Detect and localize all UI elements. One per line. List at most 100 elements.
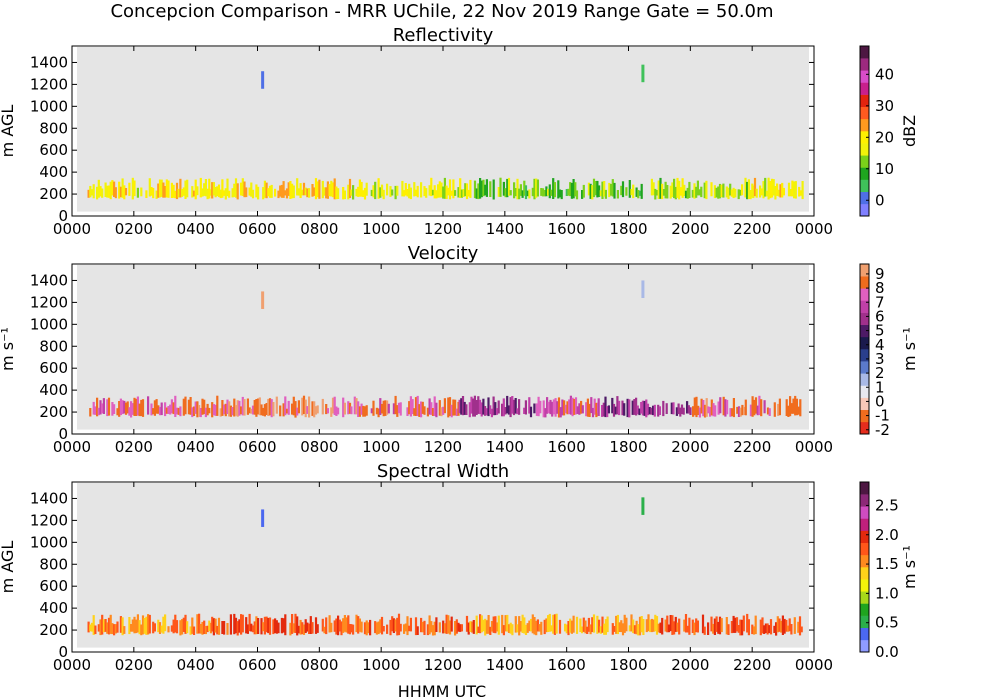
data-cell — [609, 183, 613, 196]
data-cell — [231, 188, 234, 198]
data-cell — [408, 183, 411, 199]
data-cell — [101, 614, 104, 635]
data-cell — [123, 400, 126, 414]
data-cell — [435, 617, 438, 632]
data-cell — [792, 398, 795, 414]
colorbar-tick-label: 0 — [875, 392, 885, 410]
data-cell — [330, 180, 333, 197]
data-cell — [251, 189, 255, 199]
data-cell — [177, 407, 180, 415]
data-cell — [550, 625, 553, 632]
data-cell — [450, 616, 453, 632]
data-cell — [430, 621, 433, 633]
x-tick-label: 0600 — [238, 656, 276, 674]
data-cell — [763, 625, 766, 634]
colorbar-swatch — [860, 203, 869, 217]
data-cell — [604, 396, 607, 418]
data-cell — [392, 403, 395, 415]
data-cell — [552, 178, 555, 199]
data-cell — [421, 401, 424, 414]
data-cell — [720, 184, 723, 198]
data-cell — [567, 621, 570, 636]
data-cell — [654, 188, 657, 200]
data-cell — [352, 624, 355, 635]
data-cell — [260, 618, 263, 635]
data-cell — [97, 624, 100, 632]
data-cell — [365, 405, 368, 416]
data-cell — [783, 618, 786, 634]
data-layer — [87, 497, 803, 636]
data-cell — [426, 624, 429, 636]
data-cell — [631, 400, 634, 415]
data-cell — [362, 190, 365, 197]
data-cell — [445, 614, 448, 634]
x-tick-label: 0000 — [53, 656, 91, 674]
data-cell — [514, 616, 517, 633]
data-cell — [638, 190, 642, 196]
data-cell — [90, 622, 94, 632]
data-cell — [435, 402, 438, 418]
data-cell — [360, 403, 363, 415]
colorbar: 0 10 20 30 40 dBZ — [859, 45, 919, 217]
colorbar-swatch — [860, 131, 869, 144]
data-cell — [652, 182, 655, 196]
data-cell — [786, 625, 790, 632]
data-cell — [790, 624, 793, 635]
data-cell — [257, 398, 260, 415]
x-tick-label: 1400 — [486, 438, 524, 456]
data-cell — [754, 397, 758, 414]
data-cell — [565, 189, 568, 196]
colorbar-swatch — [860, 349, 869, 362]
data-cell — [397, 613, 401, 636]
data-cell — [764, 177, 767, 197]
data-cell — [751, 624, 754, 635]
data-cell — [408, 625, 411, 632]
data-cell — [233, 398, 236, 417]
data-cell — [106, 622, 109, 634]
data-cell — [528, 397, 531, 414]
data-cell — [780, 620, 783, 633]
data-cell — [635, 397, 638, 416]
colorbar-swatch — [860, 191, 869, 205]
data-cell — [773, 402, 776, 417]
data-cell — [778, 398, 781, 416]
data-cell — [628, 180, 631, 198]
data-cell — [226, 399, 229, 414]
data-cell — [338, 619, 341, 632]
data-cell — [170, 182, 173, 198]
data-cell — [531, 187, 534, 197]
data-cell — [454, 399, 457, 416]
x-tick-label: 0200 — [115, 438, 153, 456]
colorbar-swatch — [860, 615, 869, 629]
data-cell — [124, 188, 128, 196]
data-cell — [455, 408, 458, 416]
data-cell — [375, 622, 378, 635]
data-cell — [561, 399, 564, 416]
data-cell — [604, 619, 607, 635]
data-cell — [768, 625, 771, 634]
data-cell — [325, 404, 328, 415]
data-cell — [196, 186, 199, 196]
data-cell — [140, 187, 143, 197]
data-cell — [698, 189, 701, 196]
data-cell — [201, 188, 204, 197]
data-cell — [702, 400, 705, 417]
data-cell — [157, 619, 160, 633]
data-cell — [133, 397, 136, 416]
data-cell — [547, 188, 550, 196]
data-cell — [246, 398, 249, 415]
data-cell — [236, 400, 239, 417]
data-cell — [404, 623, 407, 632]
data-cell — [547, 401, 550, 414]
data-cell — [355, 614, 358, 633]
data-cell — [277, 622, 280, 634]
data-cell — [667, 624, 671, 633]
data-cell — [591, 617, 594, 633]
data-cell — [191, 186, 194, 198]
data-cell — [314, 178, 318, 200]
data-cell — [174, 614, 177, 633]
data-feature — [261, 291, 265, 309]
colorbar-swatch — [860, 385, 869, 398]
data-cell — [666, 185, 669, 199]
data-cell — [501, 403, 504, 417]
